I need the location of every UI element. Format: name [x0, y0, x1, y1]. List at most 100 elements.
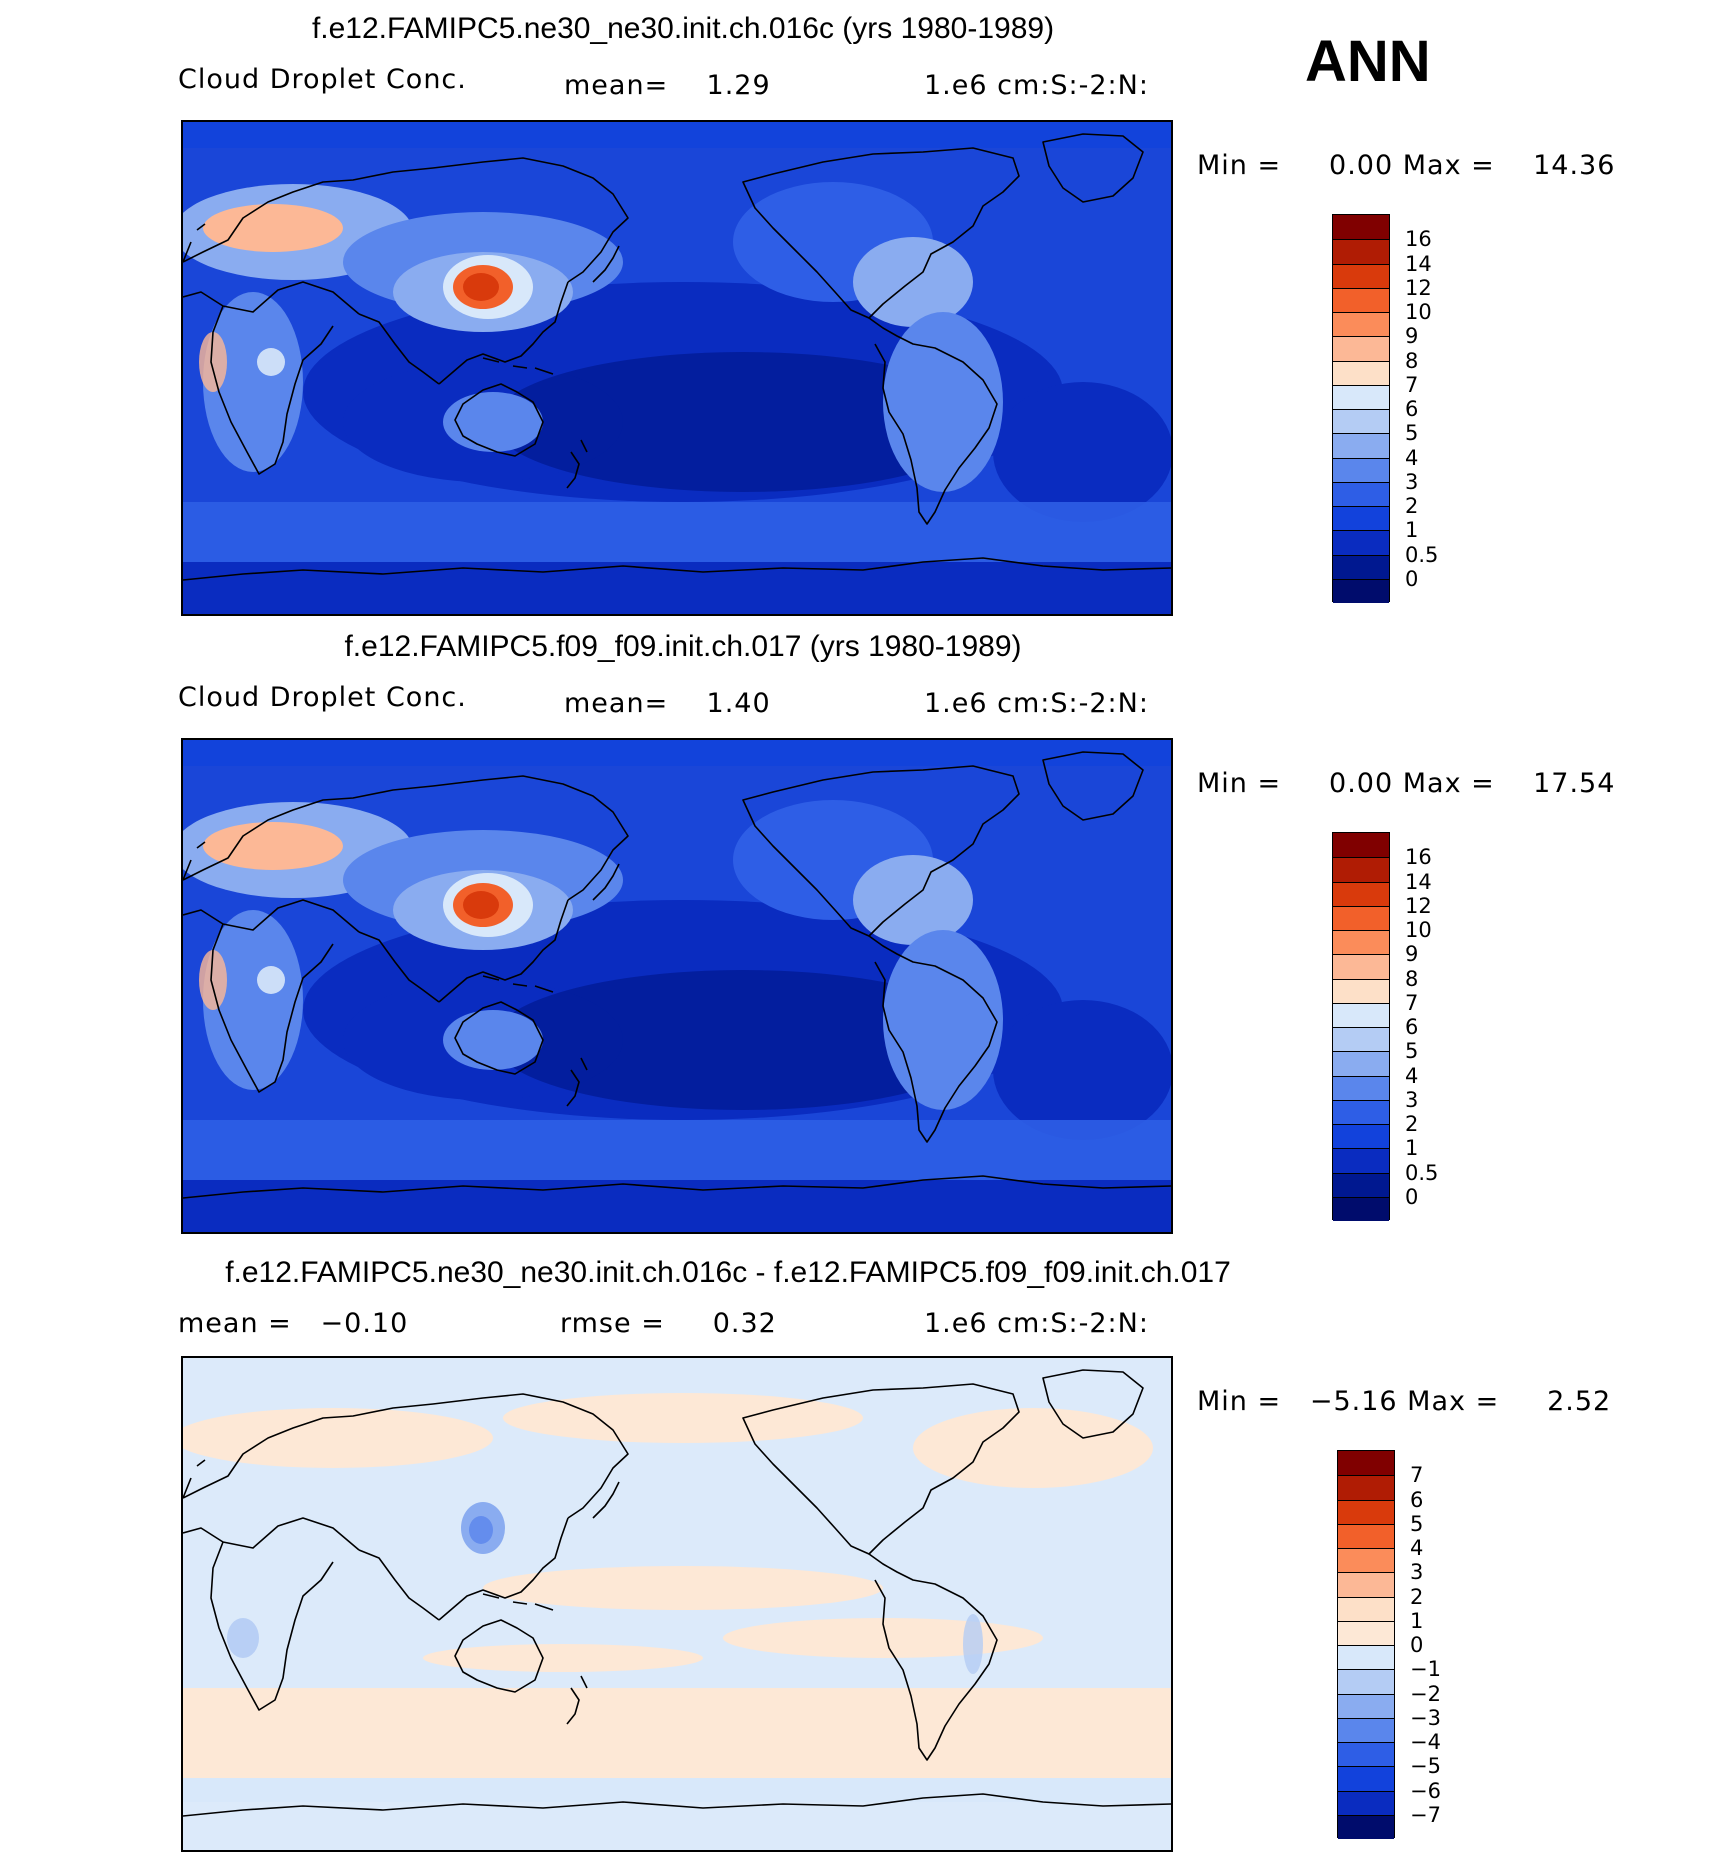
- colorbar-swatch: [1333, 1027, 1389, 1052]
- colorbar-swatch: [1333, 336, 1389, 361]
- colorbar-swatch: [1333, 312, 1389, 337]
- colorbar-tick-label: 9: [1405, 324, 1419, 349]
- colorbar-tick-label: −1: [1410, 1657, 1441, 1682]
- panel-2-colorbar: 16 14 12 10 9 8 7 6 5 4 3 2 1 0.5 0: [1332, 832, 1438, 1221]
- colorbar-swatch: [1338, 1475, 1394, 1500]
- colorbar-swatch: [1338, 1499, 1394, 1524]
- colorbar-swatch: [1333, 239, 1389, 264]
- colorbar-swatch: [1333, 481, 1389, 506]
- colorbar-swatch: [1333, 833, 1389, 858]
- colorbar-swatch: [1338, 1742, 1394, 1767]
- colorbar-swatch: [1338, 1523, 1394, 1548]
- colorbar-tick-label: 2: [1410, 1584, 1424, 1609]
- colorbar-swatch: [1333, 1172, 1389, 1197]
- panel-3-mean: mean = −0.10: [178, 1308, 409, 1339]
- colorbar-swatch: [1338, 1451, 1394, 1476]
- colorbar-swatch: [1338, 1645, 1394, 1670]
- colorbar-tick-label: 5: [1410, 1511, 1424, 1536]
- colorbar-tick-label: 2: [1405, 494, 1419, 518]
- colorbar-tick-label: 14: [1405, 869, 1432, 894]
- colorbar-tick-label: 3: [1405, 1087, 1419, 1112]
- colorbar-swatch: [1333, 1075, 1389, 1100]
- colorbar-tick-label: 10: [1405, 918, 1432, 942]
- colorbar-swatch: [1333, 1196, 1389, 1221]
- colorbar-swatch: [1338, 1596, 1394, 1621]
- colorbar-swatch: [1333, 1002, 1389, 1027]
- colorbar-swatch: [1333, 457, 1389, 482]
- panel-1-variable-label: Cloud Droplet Conc.: [178, 64, 467, 95]
- colorbar-swatch: [1338, 1572, 1394, 1597]
- colorbar-swatch: [1338, 1766, 1394, 1791]
- colorbar-swatch: [1333, 1051, 1389, 1076]
- colorbar-swatch: [1333, 881, 1389, 906]
- colorbar-tick-label: 6: [1405, 397, 1419, 421]
- colorbar-swatch: [1338, 1790, 1394, 1815]
- colorbar-tick-label: 0: [1410, 1633, 1424, 1657]
- colorbar-swatch: [1338, 1717, 1394, 1742]
- colorbar-tick-label: −5: [1410, 1754, 1441, 1779]
- colorbar-swatch: [1333, 360, 1389, 385]
- colorbar-swatch: [1333, 263, 1389, 288]
- colorbar-tick-label: 8: [1405, 348, 1419, 373]
- colorbar-tick-label: 16: [1405, 227, 1432, 252]
- colorbar-tick-label: 14: [1405, 251, 1432, 276]
- colorbar-tick-label: 16: [1405, 845, 1432, 870]
- colorbar-swatch: [1338, 1814, 1394, 1839]
- colorbar-tick-label: 0.5: [1405, 1160, 1439, 1185]
- panel-2-title: f.e12.FAMIPC5.f09_f09.init.ch.017 (yrs 1…: [344, 630, 1022, 663]
- colorbar-tick-label: 6: [1405, 1015, 1419, 1039]
- panel-1-min-max: Min = 0.00 Max = 14.36: [1197, 150, 1616, 181]
- season-label: ANN: [1305, 29, 1431, 94]
- colorbar-swatch: [1333, 530, 1389, 555]
- colorbar-swatch: [1338, 1693, 1394, 1718]
- panel-3-colorbar: 7 6 5 4 3 2 1 0 −1 −2 −3 −4 −5 −6 −7: [1337, 1450, 1441, 1839]
- colorbar-swatch: [1338, 1620, 1394, 1645]
- colorbar-tick-label: 7: [1405, 990, 1419, 1015]
- colorbar-tick-label: 4: [1405, 1063, 1419, 1088]
- colorbar-tick-label: 10: [1405, 300, 1432, 324]
- panel-2-variable-label: Cloud Droplet Conc.: [178, 682, 467, 713]
- colorbar-swatch: [1333, 978, 1389, 1003]
- colorbar-tick-label: 1: [1405, 1136, 1419, 1161]
- colorbar-tick-label: 3: [1410, 1560, 1424, 1585]
- colorbar-tick-label: 7: [1410, 1463, 1424, 1488]
- colorbar-tick-label: 5: [1405, 421, 1419, 446]
- colorbar-tick-label: 0.5: [1405, 542, 1439, 567]
- colorbar-swatch: [1333, 905, 1389, 930]
- colorbar-swatch: [1338, 1548, 1394, 1573]
- panel-1-title: f.e12.FAMIPC5.ne30_ne30.init.ch.016c (yr…: [311, 12, 1055, 45]
- colorbar-swatch: [1333, 578, 1389, 603]
- panel-3-rmse: rmse = 0.32: [560, 1308, 777, 1339]
- colorbar-tick-label: 0: [1405, 566, 1419, 591]
- panel-1-map: [181, 120, 1173, 616]
- colorbar-swatch: [1333, 1124, 1389, 1149]
- colorbar-tick-label: 12: [1405, 893, 1432, 918]
- panel-3-min-max: Min = −5.16 Max = 2.52: [1197, 1386, 1612, 1417]
- colorbar-tick-label: 4: [1410, 1536, 1424, 1560]
- colorbar-swatch: [1333, 930, 1389, 955]
- colorbar-tick-label: 6: [1410, 1487, 1424, 1512]
- colorbar-tick-label: 1: [1405, 518, 1419, 543]
- colorbar-swatch: [1338, 1669, 1394, 1694]
- colorbar-tick-label: 9: [1405, 942, 1419, 967]
- colorbar-tick-label: 2: [1405, 1112, 1419, 1136]
- colorbar-swatch: [1333, 554, 1389, 579]
- panel-1-mean: mean= 1.29: [564, 70, 771, 101]
- panel-2-mean: mean= 1.40: [564, 688, 771, 719]
- colorbar-swatch: [1333, 384, 1389, 409]
- panel-2-map: [181, 738, 1173, 1234]
- colorbar-tick-label: −3: [1410, 1705, 1441, 1730]
- panel-1-units: 1.e6 cm:S:-2:N:: [924, 70, 1149, 101]
- colorbar-swatch: [1333, 1099, 1389, 1124]
- panel-3-map: [181, 1356, 1173, 1852]
- colorbar-tick-label: −2: [1410, 1681, 1441, 1706]
- colorbar-swatch: [1333, 215, 1389, 240]
- colorbar-tick-label: 12: [1405, 275, 1432, 300]
- colorbar-tick-label: 5: [1405, 1039, 1419, 1064]
- colorbar-tick-label: −4: [1410, 1730, 1441, 1754]
- colorbar-tick-label: 0: [1405, 1184, 1419, 1209]
- colorbar-tick-label: 4: [1405, 445, 1419, 470]
- panel-3-units: 1.e6 cm:S:-2:N:: [924, 1308, 1149, 1339]
- colorbar-swatch: [1333, 409, 1389, 434]
- colorbar-tick-label: 3: [1405, 469, 1419, 494]
